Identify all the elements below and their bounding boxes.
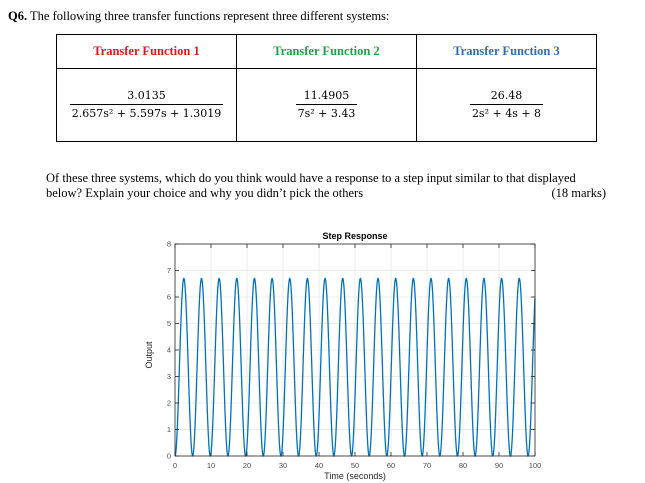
tf2-cell: 11.4905 7s² + 3.43	[236, 68, 417, 142]
y-tick-label: 4	[167, 346, 171, 355]
tf2-denominator: 7s² + 3.43	[295, 103, 358, 120]
tf3-cell: 26.48 2s² + 4s + 8	[416, 68, 597, 142]
question-prompt: Of these three systems, which do you thi…	[46, 171, 606, 201]
y-tick-label: 1	[167, 425, 171, 434]
tf1-header: Transfer Function 1	[56, 34, 237, 69]
prompt-text: Of these three systems, which do you thi…	[46, 171, 576, 200]
x-tick-label: 100	[529, 461, 542, 470]
x-tick-label: 40	[315, 461, 323, 470]
x-tick-label: 90	[495, 461, 503, 470]
x-tick-label: 60	[387, 461, 395, 470]
tf1-denominator: 2.657s² + 5.597s + 1.3019	[69, 103, 224, 120]
chart-grid	[174, 243, 536, 457]
question-text: Q6. The following three transfer functio…	[8, 9, 389, 24]
y-tick-label: 5	[167, 319, 171, 328]
x-tick-label: 20	[243, 461, 251, 470]
marks-label: (18 marks)	[551, 186, 607, 200]
y-tick-label: 2	[167, 399, 171, 408]
x-axis-label: Time (seconds)	[324, 471, 386, 481]
tf1-numerator: 3.0135	[127, 88, 166, 102]
tf3-numerator: 26.48	[490, 88, 523, 102]
chart-ticks: 0 10 20 30 40 50 60 70 80 90 100 0 1 2 3 4 5 6 7 8	[167, 240, 541, 471]
x-tick-label: 50	[351, 461, 359, 470]
tf1-fraction: 3.0135 2.657s² + 5.597s + 1.3019	[69, 88, 224, 120]
question-body: The following three transfer functions r…	[27, 9, 390, 23]
x-tick-label: 0	[173, 461, 177, 470]
y-tick-label: 6	[167, 293, 171, 302]
y-tick-label: 8	[167, 240, 171, 249]
transfer-function-table: Transfer Function 1 Transfer Function 2 …	[56, 34, 597, 142]
tf1-cell: 3.0135 2.657s² + 5.597s + 1.3019	[56, 68, 237, 142]
y-tick-label: 0	[167, 452, 171, 461]
y-axis-label: Output	[144, 341, 154, 369]
x-tick-label: 80	[459, 461, 467, 470]
y-tick-label: 7	[167, 266, 171, 275]
tf3-fraction: 26.48 2s² + 4s + 8	[469, 88, 544, 120]
y-tick-label: 3	[167, 372, 171, 381]
x-tick-label: 30	[279, 461, 287, 470]
tf2-numerator: 11.4905	[303, 88, 350, 102]
chart-title: Step Response	[322, 231, 387, 241]
x-tick-label: 10	[207, 461, 215, 470]
x-tick-label: 70	[423, 461, 431, 470]
tf2-fraction: 11.4905 7s² + 3.43	[295, 88, 358, 120]
question-number: Q6.	[8, 9, 28, 23]
tf3-denominator: 2s² + 4s + 8	[469, 103, 544, 120]
